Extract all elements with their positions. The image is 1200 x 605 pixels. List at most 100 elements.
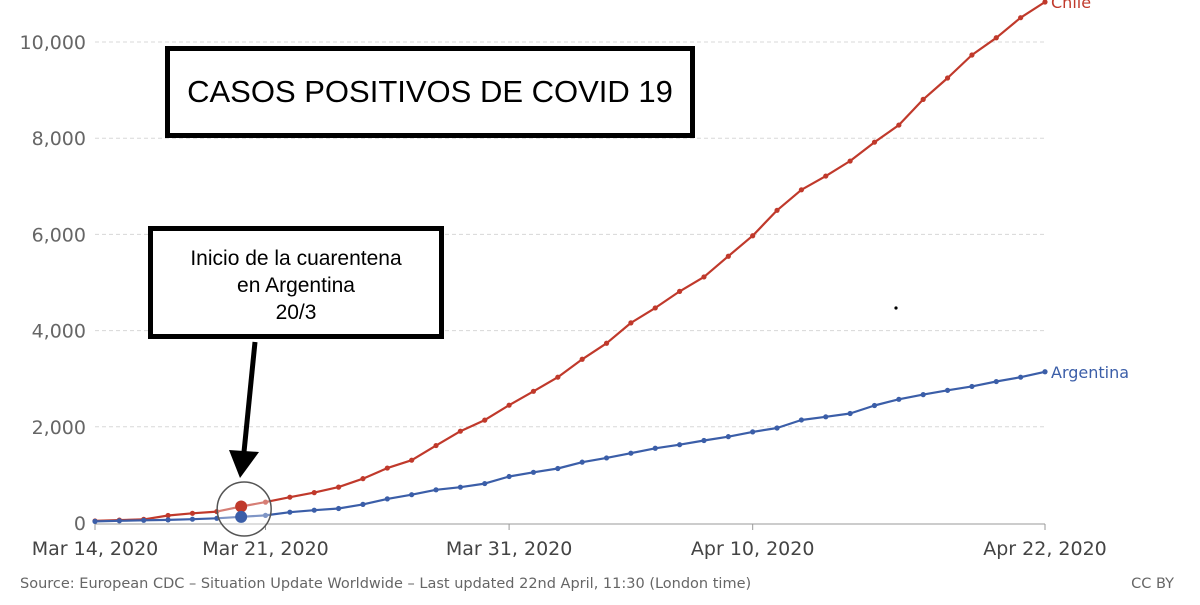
data-point-argentina: [384, 496, 390, 502]
data-point-chile: [993, 35, 999, 41]
data-point-argentina: [360, 501, 366, 507]
data-point-argentina: [311, 507, 317, 513]
data-point-argentina: [409, 492, 415, 498]
data-point-argentina: [189, 516, 196, 522]
data-point-chile: [603, 340, 610, 346]
y-tick-label: 2,000: [32, 417, 86, 439]
data-point-argentina: [287, 509, 293, 515]
data-point-chile: [189, 510, 196, 516]
data-point-argentina: [262, 512, 269, 519]
annotation-line-1: Inicio de la cuarentena: [190, 247, 402, 270]
data-point-argentina: [969, 383, 975, 390]
data-point-argentina: [652, 445, 658, 451]
data-point-argentina: [750, 429, 756, 435]
data-point-chile: [652, 305, 658, 311]
data-point-argentina: [677, 442, 683, 448]
gridlines: [95, 41, 1045, 428]
series-lines: [92, 0, 1048, 524]
data-point-argentina: [530, 469, 537, 475]
data-point-chile: [335, 484, 342, 490]
data-point-argentina: [165, 517, 171, 523]
data-point-chile: [287, 494, 293, 500]
data-point-argentina: [457, 484, 463, 490]
data-point-chile: [262, 499, 269, 505]
data-point-chile: [555, 374, 561, 380]
highlight-point-argentina: [235, 510, 248, 523]
data-point-chile: [433, 442, 439, 449]
series-line-chile: [94, 1, 1046, 522]
data-point-chile: [457, 428, 463, 434]
data-point-chile: [677, 288, 683, 294]
series-line-argentina: [94, 370, 1046, 523]
annotation-line-3: 20/3: [275, 301, 317, 324]
data-point-argentina: [993, 378, 999, 385]
data-point-chile: [847, 158, 853, 164]
quarantine-highlight: [216, 481, 272, 537]
y-tick-label: 4,000: [32, 321, 86, 343]
y-axis-ticks: 0 2,000 4,000 6,000 8,000 10,000: [20, 32, 86, 535]
series-label-chile: Chile: [1051, 0, 1091, 12]
data-point-chile: [165, 512, 171, 519]
data-point-chile: [944, 75, 951, 81]
data-point-argentina: [847, 410, 853, 417]
data-point-argentina: [1018, 374, 1024, 380]
data-point-argentina: [944, 387, 951, 393]
data-point-chile: [628, 320, 634, 326]
data-point-argentina: [701, 437, 707, 444]
stray-dot: [894, 306, 898, 310]
quarantine-annotation: Inicio de la cuarentena en Argentina 20/…: [148, 226, 444, 339]
series-label-argentina: Argentina: [1051, 363, 1129, 382]
x-tick-label: Mar 31, 2020: [446, 538, 573, 560]
data-point-argentina: [798, 417, 805, 423]
data-point-argentina: [628, 450, 634, 456]
data-point-chile: [725, 253, 731, 259]
y-tick-label: 6,000: [32, 224, 86, 246]
data-point-chile: [579, 356, 585, 362]
source-note: Source: European CDC – Situation Update …: [20, 576, 751, 592]
x-tick-label: Apr 22, 2020: [983, 538, 1107, 560]
data-point-argentina: [579, 459, 585, 465]
data-point-argentina: [823, 414, 829, 420]
data-point-argentina: [725, 434, 731, 440]
x-tick-label: Mar 14, 2020: [32, 538, 159, 560]
data-point-argentina: [555, 465, 561, 472]
data-point-argentina: [871, 402, 878, 409]
x-tick-label: Apr 10, 2020: [691, 538, 815, 560]
x-tick-label: Mar 21, 2020: [202, 538, 329, 560]
highlight-point-chile: [235, 500, 248, 513]
y-tick-label: 10,000: [20, 32, 86, 54]
annotation-line-2: en Argentina: [237, 274, 355, 297]
data-point-chile: [1018, 15, 1024, 21]
chart-title: CASOS POSITIVOS DE COVID 19: [165, 46, 695, 138]
annotation-arrow: [229, 341, 259, 478]
data-point-chile: [409, 457, 415, 463]
data-point-chile: [384, 465, 390, 471]
data-point-chile: [506, 402, 512, 408]
data-point-argentina: [335, 505, 342, 512]
data-point-argentina: [774, 425, 780, 431]
data-point-chile: [969, 52, 975, 58]
license-label: CC BY: [1131, 576, 1174, 592]
data-point-argentina: [1042, 369, 1048, 375]
data-point-argentina: [506, 473, 512, 480]
data-point-chile: [920, 96, 926, 102]
data-point-chile: [823, 173, 829, 179]
x-axis: Mar 14, 2020 Mar 21, 2020 Mar 31, 2020 Apr …: [32, 523, 1107, 560]
data-point-chile: [360, 476, 366, 482]
data-point-chile: [798, 187, 805, 193]
data-point-argentina: [141, 517, 147, 523]
data-point-argentina: [920, 392, 926, 398]
data-point-argentina: [896, 396, 902, 402]
y-tick-label: 0: [74, 513, 86, 535]
data-point-chile: [482, 417, 488, 423]
data-point-argentina: [92, 518, 98, 524]
data-point-chile: [530, 388, 537, 394]
data-point-chile: [1042, 0, 1048, 5]
data-point-chile: [701, 274, 707, 280]
data-point-argentina: [603, 455, 610, 461]
y-tick-label: 8,000: [32, 128, 86, 150]
data-point-argentina: [433, 487, 439, 493]
data-point-chile: [311, 490, 317, 496]
data-point-chile: [871, 139, 878, 145]
